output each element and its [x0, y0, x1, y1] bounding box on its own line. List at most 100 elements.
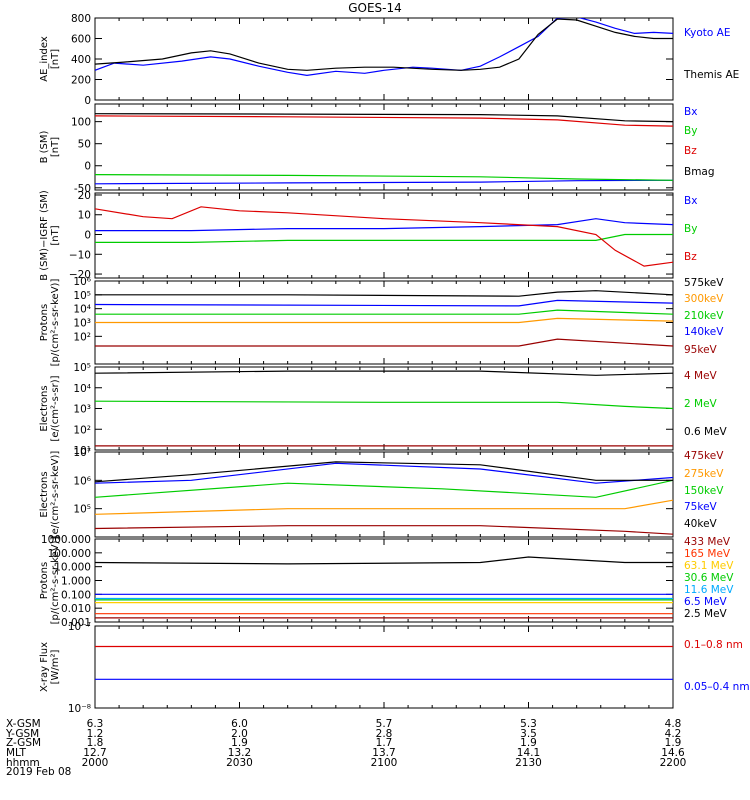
- y-axis-label: [e/(cm²-s-sr)]: [50, 375, 61, 441]
- y-tick-label: 20: [78, 190, 91, 202]
- y-tick-label: 0.001: [61, 617, 91, 629]
- legend-entry: 0.6 MeV: [684, 426, 728, 438]
- series-line: [95, 18, 673, 77]
- y-tick-label: 10⁵: [73, 290, 91, 302]
- x-tick-value: 3.5: [520, 728, 537, 740]
- y-axis-label: [p/(cm²-s-sr-keV)]: [50, 537, 61, 625]
- legend-entry: 63.1 MeV: [684, 560, 734, 572]
- x-tick-value: 4.2: [665, 728, 682, 740]
- legend-entry: 0.05–0.4 nm: [684, 681, 750, 693]
- x-tick-value: 2000: [82, 757, 109, 769]
- x-tick-value: 5.3: [520, 718, 537, 730]
- y-tick-label: 10⁻⁷: [68, 621, 91, 633]
- legend-entry: 11.6 MeV: [684, 584, 734, 596]
- x-tick-value: 14.1: [517, 747, 540, 759]
- legend-entry: Bx: [684, 195, 697, 207]
- series-line: [95, 206, 673, 267]
- legend-entry: 433 MeV: [684, 536, 731, 548]
- panel-frame: [94, 625, 674, 709]
- legend-entry: 575keV: [684, 277, 724, 289]
- x-tick-value: 13.7: [372, 747, 395, 759]
- panel-frame: [94, 17, 674, 101]
- series-line: [95, 218, 673, 232]
- x-row-label: MLT: [6, 747, 26, 759]
- y-tick-label: 0.100: [61, 589, 91, 601]
- legend-entry: 6.5 MeV: [684, 596, 728, 608]
- y-axis-label: X-ray Flux: [39, 642, 50, 692]
- panel-frame: [94, 192, 674, 279]
- y-tick-label: 400: [71, 54, 91, 66]
- y-tick-label: 10²: [73, 331, 91, 343]
- series-line: [95, 309, 673, 315]
- x-tick-value: 1.7: [376, 737, 393, 749]
- legend-entry: 75keV: [684, 501, 718, 513]
- x-tick-value: 1.8: [87, 737, 104, 749]
- y-tick-label: 10: [78, 210, 91, 222]
- series-line: [95, 370, 673, 376]
- y-tick-label: 10⁶: [73, 475, 91, 487]
- figure-title: GOES-14: [348, 1, 402, 15]
- y-tick-label: -50: [74, 183, 91, 195]
- x-row-label: Z-GSM: [6, 737, 41, 749]
- series-line: [95, 233, 673, 243]
- x-tick-value: 1.9: [231, 737, 248, 749]
- y-tick-label: −10: [69, 249, 91, 261]
- panel-6: 10⁵ 10⁶ 10⁷ Electrons [e/(cm²-s-sr-keV)] 475k…: [39, 447, 724, 538]
- y-axis-label: [nT]: [50, 225, 61, 245]
- y-tick-label: 10.000: [54, 562, 91, 574]
- y-tick-label: 0: [84, 95, 91, 107]
- x-tick-value: 1.9: [520, 737, 537, 749]
- legend-entry: By: [684, 223, 697, 235]
- y-tick-label: 10¹: [73, 445, 91, 457]
- series-line: [95, 18, 673, 71]
- y-axis-label: [e/(cm²-s-sr-keV)]: [50, 451, 61, 539]
- panel-2: -50 0 50 100 B (SM) [nT] Bx By Bz Bmag: [39, 103, 715, 195]
- series-line: [95, 179, 673, 185]
- y-tick-label: 200: [71, 75, 91, 87]
- legend-entry: 210keV: [684, 310, 724, 322]
- y-axis-label: B (SM): [39, 130, 50, 163]
- panel-8: 10⁻⁸ 10⁻⁷ X-ray Flux [W/m²] 0.1–0.8 nm 0.05–0…: [39, 621, 750, 715]
- x-tick-value: 6.0: [231, 718, 248, 730]
- x-tick-value: 13.2: [228, 747, 251, 759]
- series-line: [95, 499, 673, 515]
- y-axis-label: B (SM)−IGRF (SM): [39, 190, 50, 281]
- legend-entry: 300keV: [684, 293, 724, 305]
- y-tick-label: 1000.000: [41, 534, 91, 546]
- y-tick-label: 0: [84, 161, 91, 173]
- series-line: [95, 290, 673, 297]
- x-tick-value: 2130: [515, 757, 542, 769]
- y-tick-label: 600: [71, 34, 91, 46]
- x-tick-value: 14.6: [661, 747, 685, 759]
- x-tick-value: 2200: [660, 757, 687, 769]
- y-axis-label: Protons: [39, 562, 50, 599]
- x-row-label: 2019 Feb 08: [6, 766, 71, 778]
- y-tick-label: 10⁴: [73, 304, 91, 316]
- y-tick-label: −20: [69, 269, 91, 281]
- x-tick-value: 4.8: [665, 718, 682, 730]
- x-tick-value: 6.3: [87, 718, 104, 730]
- y-tick-label: 10⁵: [73, 504, 91, 516]
- panel-1: 0 200 400 600 800 AE_index [nT] Kyoto AE Themis …: [39, 13, 739, 107]
- y-tick-label: 0.010: [61, 603, 91, 615]
- legend-entry: 165 MeV: [684, 548, 731, 560]
- legend-entry: 275keV: [684, 468, 724, 480]
- x-tick-value: 2.8: [376, 728, 393, 740]
- y-tick-label: 10³: [73, 404, 91, 416]
- series-line: [95, 461, 673, 483]
- x-tick-value: 1.2: [87, 728, 104, 740]
- series-line: [95, 462, 673, 484]
- y-tick-label: 10⁷: [73, 447, 91, 459]
- legend-entry: Themis AE: [683, 69, 739, 81]
- y-tick-label: 10⁴: [73, 383, 91, 395]
- y-tick-label: 800: [71, 13, 91, 25]
- series-line: [95, 556, 673, 565]
- series-line: [95, 479, 673, 498]
- y-axis-label: Protons: [39, 304, 50, 341]
- legend-entry: 140keV: [684, 326, 724, 338]
- legend-entry: Bx: [684, 106, 697, 118]
